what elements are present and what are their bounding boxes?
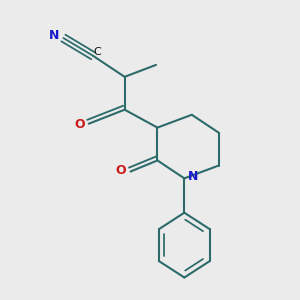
Text: O: O <box>74 118 85 131</box>
Text: C: C <box>94 47 102 57</box>
Text: N: N <box>188 170 198 183</box>
Text: O: O <box>116 164 126 176</box>
Text: N: N <box>49 29 60 42</box>
